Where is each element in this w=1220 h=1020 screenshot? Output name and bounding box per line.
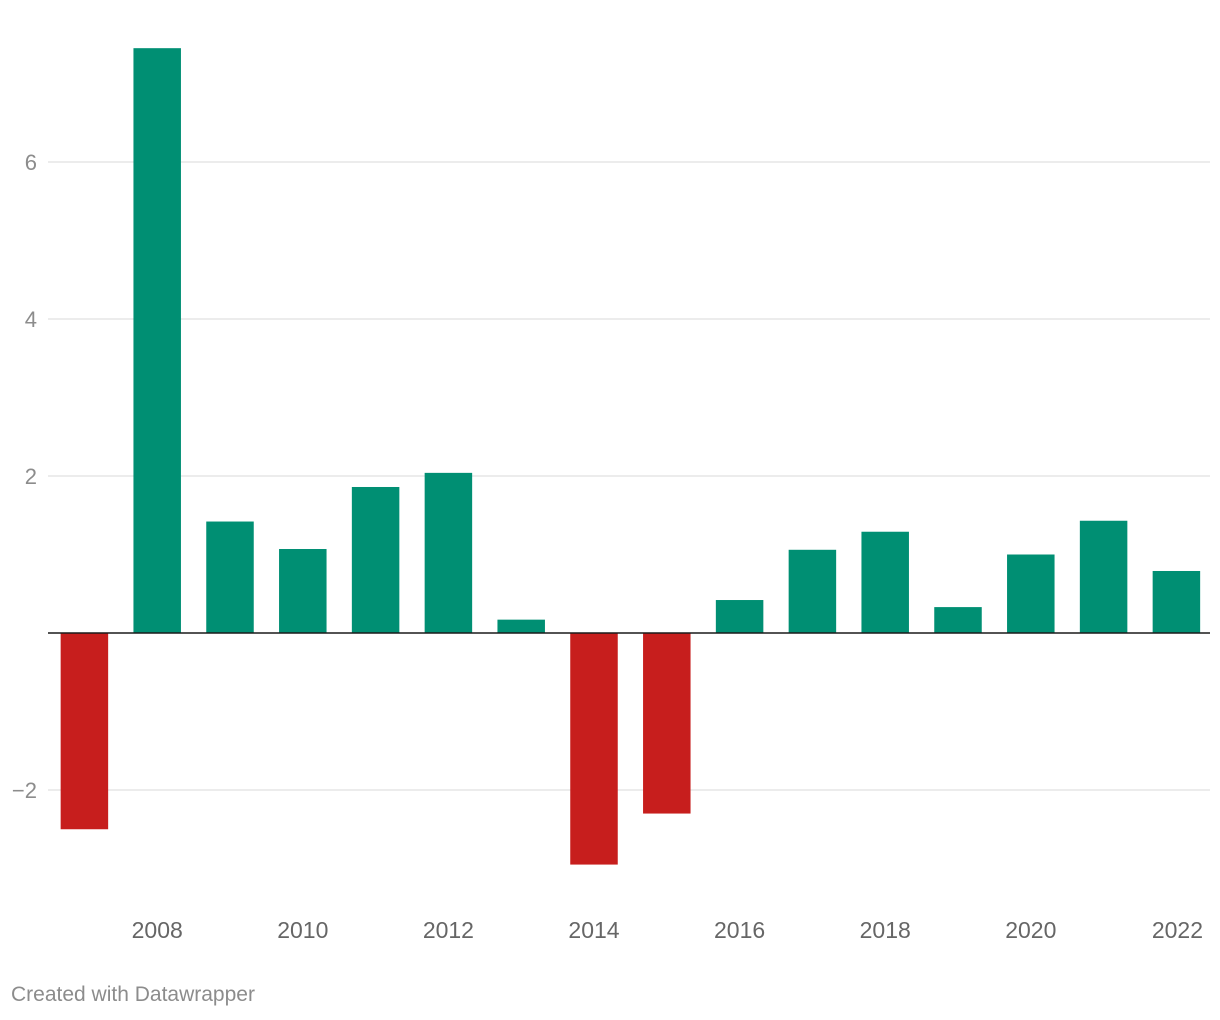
x-tick-label: 2010 (277, 917, 328, 943)
bar-2018 (861, 531, 909, 633)
chart: −2 2 4 6 2008 2010 2012 2014 2016 2018 2020 2022 (12, 48, 1210, 943)
datawrapper-credit: Created with Datawrapper (11, 983, 255, 1006)
bar-2007 (60, 633, 109, 830)
bar-2016 (715, 600, 764, 633)
bar-2008 (133, 48, 181, 634)
bar-2014 (570, 633, 618, 865)
x-tick-label: 2016 (714, 917, 765, 943)
x-axis-labels: 2008 2010 2012 2014 2016 2018 2020 2022 (132, 917, 1203, 943)
x-tick-label: 2018 (860, 917, 911, 943)
y-tick-label: 4 (25, 307, 37, 332)
bar-2019 (934, 607, 982, 633)
y-axis-labels: −2 2 4 6 (12, 150, 37, 803)
bar-2021 (1079, 520, 1128, 633)
x-tick-label: 2022 (1152, 917, 1203, 943)
bar-2022 (1152, 570, 1201, 633)
x-tick-label: 2008 (132, 917, 183, 943)
bar-2009 (206, 521, 254, 633)
bar-2015 (643, 633, 691, 814)
x-tick-label: 2014 (568, 917, 619, 943)
bar-chart: −2 2 4 6 2008 2010 2012 2014 2016 2018 2020 2022 (12, 48, 1210, 943)
y-tick-label: 6 (25, 150, 37, 175)
bar-2011 (351, 486, 400, 633)
bar-2010 (279, 549, 327, 633)
y-tick-label: −2 (12, 778, 37, 803)
y-tick-label: 2 (25, 464, 37, 489)
bar-2020 (1007, 554, 1055, 633)
gridlines (48, 161, 1210, 791)
x-tick-label: 2012 (423, 917, 474, 943)
bar-2013 (497, 619, 545, 633)
bar-2012 (424, 472, 473, 633)
bars (60, 48, 1201, 865)
bar-2017 (788, 549, 837, 633)
x-tick-label: 2020 (1005, 917, 1056, 943)
